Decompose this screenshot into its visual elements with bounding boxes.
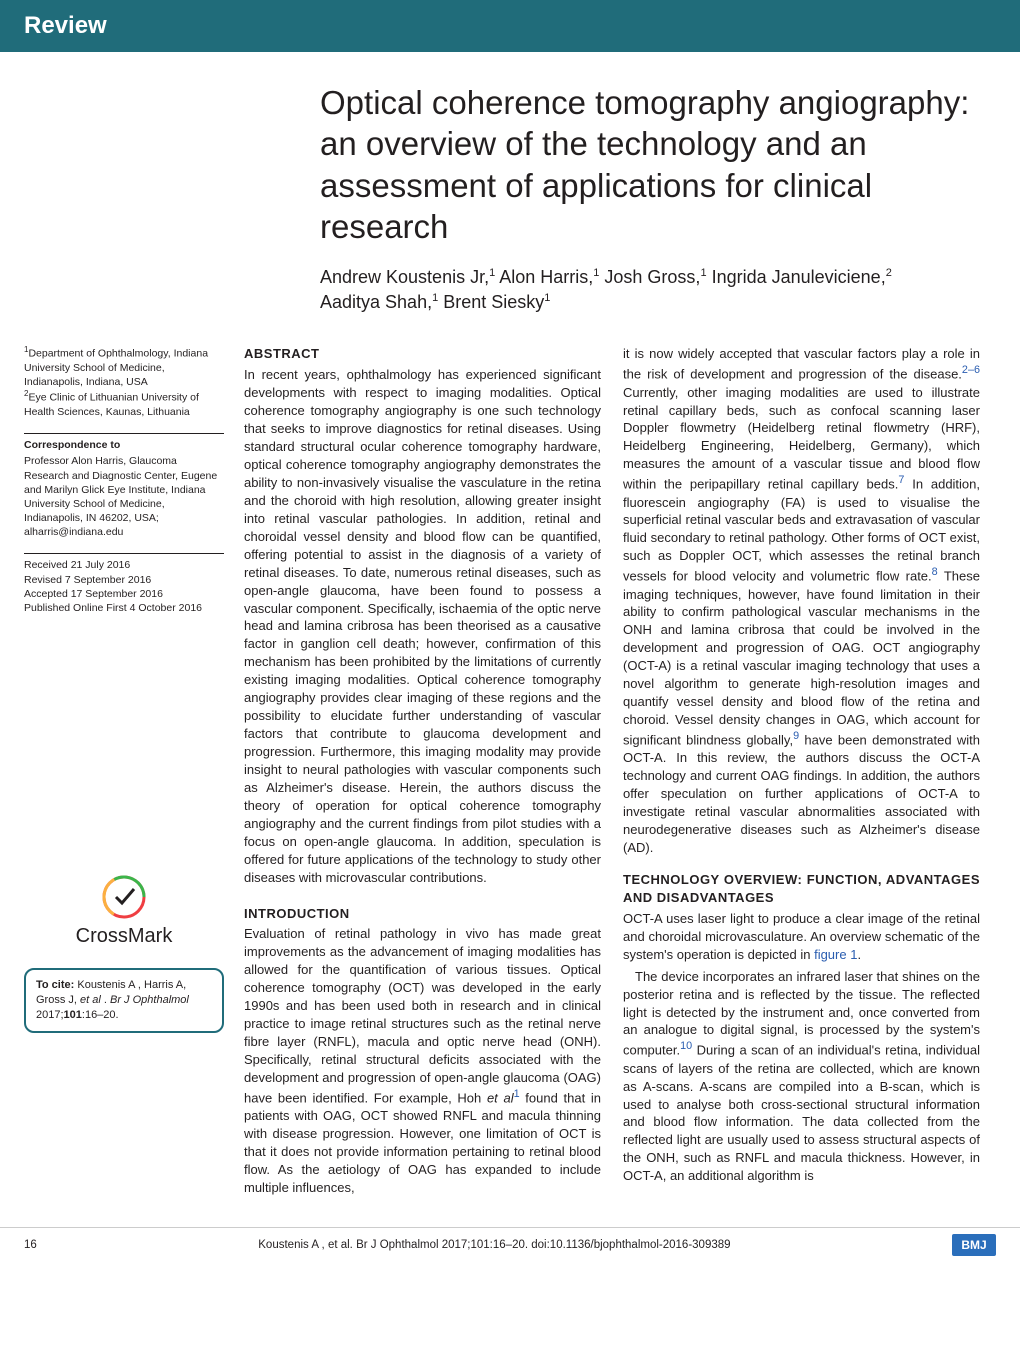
column-1: ABSTRACT In recent years, ophthalmology … [244, 345, 601, 1196]
content-area: 1Department of Ophthalmology, Indiana Un… [0, 335, 1020, 1226]
body-text: In addition, fluorescein angiography (FA… [623, 477, 980, 584]
affil-sup: 2 [886, 267, 892, 279]
date-revised: Revised 7 September 2016 [24, 573, 224, 587]
cite-lead: To cite: [36, 979, 74, 991]
affiliations-block: 1Department of Ophthalmology, Indiana Un… [24, 345, 224, 419]
section-header-bar: Review [0, 0, 1020, 52]
cite-year: 2017; [36, 1009, 64, 1021]
date-published: Published Online First 4 October 2016 [24, 601, 224, 615]
intro-paragraph: Evaluation of retinal pathology in vivo … [244, 925, 601, 1196]
date-accepted: Accepted 17 September 2016 [24, 587, 224, 601]
body-text: OCT-A uses laser light to produce a clea… [623, 911, 980, 962]
dates-block: Received 21 July 2016 Revised 7 Septembe… [24, 553, 224, 615]
footer-citation: Koustenis A , et al. Br J Ophthalmol 201… [258, 1239, 730, 1251]
affil-sup: 1 [432, 292, 438, 304]
author-name: Aaditya Shah, [320, 292, 432, 312]
body-italic: et al [487, 1090, 514, 1105]
cite-etal: et al [80, 994, 101, 1006]
affil-sup: 1 [544, 292, 550, 304]
date-received: Received 21 July 2016 [24, 558, 224, 572]
body-text: . [857, 947, 861, 962]
column-2: it is now widely accepted that vascular … [623, 345, 980, 1196]
bmj-logo: BMJ [952, 1234, 996, 1256]
intro-paragraph-cont: it is now widely accepted that vascular … [623, 345, 980, 857]
crossmark-label: CrossMark [76, 925, 173, 947]
tech-paragraph: OCT-A uses laser light to produce a clea… [623, 910, 980, 964]
author-name: Andrew Koustenis Jr, [320, 267, 489, 287]
author-name: Alon Harris, [499, 267, 593, 287]
crossmark-widget[interactable]: CrossMark [24, 875, 224, 950]
sidebar-column: 1Department of Ophthalmology, Indiana Un… [24, 345, 224, 1196]
ref-link[interactable]: 10 [680, 1040, 692, 1052]
abstract-heading: ABSTRACT [244, 345, 601, 363]
body-text: found that in patients with OAG, OCT sho… [244, 1090, 601, 1195]
tech-paragraph: The device incorporates an infrared lase… [623, 968, 980, 1186]
cite-journal: Br J Ophthalmol [110, 994, 189, 1006]
affil-sup: 1 [700, 267, 706, 279]
cite-pages: :16–20. [82, 1009, 119, 1021]
figure-link[interactable]: figure 1 [814, 947, 857, 962]
body-text: Currently, other imaging modalities are … [623, 385, 980, 492]
correspondence-body: Professor Alon Harris, Glaucoma Research… [24, 454, 224, 539]
ref-link[interactable]: 2–6 [962, 364, 980, 376]
abstract-body: In recent years, ophthalmology has exper… [244, 366, 601, 886]
cite-volume: 101 [64, 1009, 82, 1021]
introduction-heading: INTRODUCTION [244, 905, 601, 923]
correspondence-heading: Correspondence to [24, 433, 224, 452]
authors-list: Andrew Koustenis Jr,1 Alon Harris,1 Josh… [320, 265, 980, 315]
crossmark-icon [102, 875, 146, 919]
title-block: Optical coherence tomography angiography… [0, 52, 1020, 335]
page-number: 16 [24, 1239, 37, 1251]
author-name: Josh Gross, [604, 267, 700, 287]
affil-sup: 1 [489, 267, 495, 279]
article-title: Optical coherence tomography angiography… [320, 82, 980, 247]
author-name: Ingrida Januleviciene, [712, 267, 886, 287]
body-text: These imaging techniques, however, have … [623, 569, 980, 748]
section-tag: Review [24, 12, 107, 40]
body-text: During a scan of an individual's retina,… [623, 1043, 980, 1184]
citation-box: To cite: Koustenis A , Harris A, Gross J… [24, 968, 224, 1033]
page-footer: 16 Koustenis A , et al. Br J Ophthalmol … [0, 1227, 1020, 1262]
affiliation-text: Eye Clinic of Lithuanian University of H… [24, 392, 199, 418]
technology-heading: TECHNOLOGY OVERVIEW: FUNCTION, ADVANTAGE… [623, 871, 980, 907]
main-columns: ABSTRACT In recent years, ophthalmology … [244, 345, 980, 1196]
body-text: it is now widely accepted that vascular … [623, 346, 980, 381]
affil-sup: 1 [593, 267, 599, 279]
body-text: Evaluation of retinal pathology in vivo … [244, 926, 601, 1105]
author-name: Brent Siesky [443, 292, 544, 312]
body-text: have been demonstrated with OCT-A. In th… [623, 732, 980, 855]
affiliation-text: Department of Ophthalmology, Indiana Uni… [24, 348, 208, 388]
